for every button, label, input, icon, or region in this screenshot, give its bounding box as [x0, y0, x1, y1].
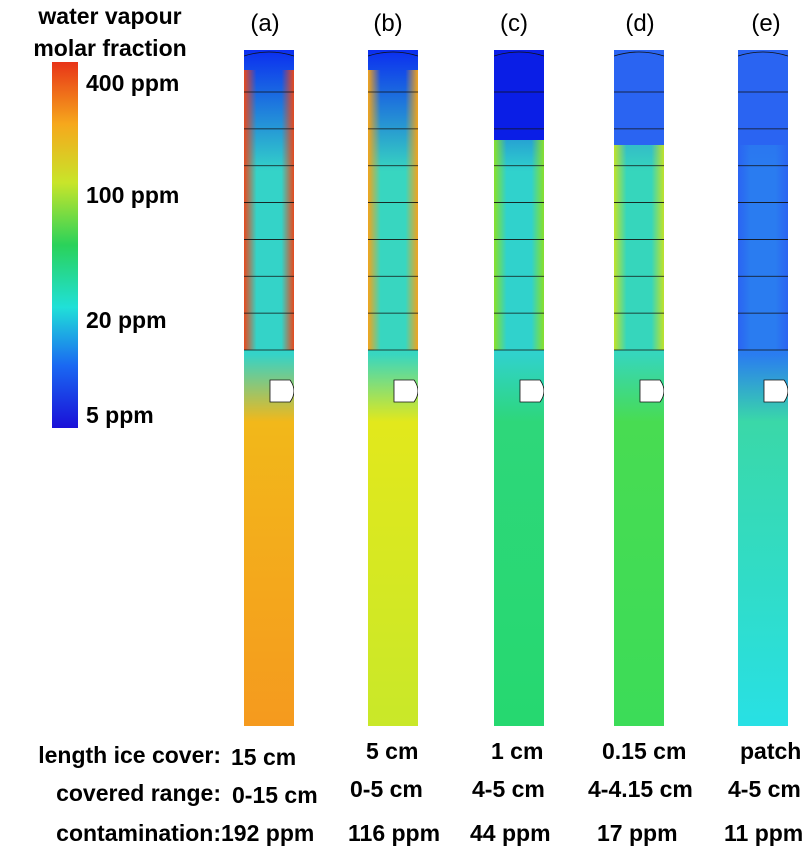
row-label-length: length ice cover:	[38, 742, 221, 768]
tube-inlet-region	[614, 50, 664, 145]
tube-panel-b	[367, 50, 419, 726]
range-value-d: 4-4.15 cm	[588, 776, 693, 802]
tube-panel-e	[737, 50, 789, 726]
tube-top-cap	[737, 51, 789, 57]
contamination-value-b: 116 ppm	[348, 820, 441, 846]
contamination-value-a: 192 ppm	[221, 820, 315, 846]
tube-top-cap	[367, 51, 419, 57]
tube-inlet-region	[738, 50, 788, 145]
tube-field-c	[493, 50, 545, 726]
tube-wall-field	[244, 70, 294, 350]
tube-wall-field	[368, 70, 418, 350]
range-value-a: 0-15 cm	[232, 782, 318, 808]
panel-label-d: (d)	[625, 10, 655, 37]
colorbar-tick-400: 400 ppm	[86, 70, 180, 96]
panel-label-a: (a)	[250, 10, 280, 37]
row-label-range: covered range:	[56, 780, 221, 806]
length-value-a: 15 cm	[231, 744, 297, 770]
contamination-value-d: 17 ppm	[597, 820, 678, 846]
tube-panel-a	[243, 50, 295, 726]
row-label-contamination: contamination:	[56, 820, 221, 846]
probe-notch	[519, 379, 545, 403]
colorbar-tick-5: 5 ppm	[86, 402, 154, 428]
tube-top-cap	[493, 51, 545, 57]
contamination-value-c: 44 ppm	[470, 820, 551, 846]
length-value-d: 0.15 cm	[602, 738, 687, 764]
tube-panel-c	[493, 50, 545, 726]
probe-notch	[269, 379, 295, 403]
length-value-c: 1 cm	[491, 738, 544, 764]
panel-label-c: (c)	[500, 10, 528, 37]
contamination-value-e: 11 ppm	[724, 820, 804, 846]
tube-field-e	[737, 50, 789, 726]
probe-notch	[393, 379, 419, 403]
tube-panel-d	[613, 50, 665, 726]
length-value-b: 5 cm	[366, 738, 419, 764]
tube-field-b	[367, 50, 419, 726]
colorbar-tick-20: 20 ppm	[86, 307, 167, 333]
tube-inlet-region	[494, 50, 544, 140]
tube-wall-field	[614, 145, 664, 350]
probe-notch	[639, 379, 665, 403]
range-value-e: 4-5 cm	[728, 776, 801, 802]
tube-wall-field	[738, 145, 788, 350]
range-value-c: 4-5 cm	[472, 776, 545, 802]
panel-label-e: (e)	[751, 10, 781, 37]
legend-title-line1: water vapour	[38, 3, 182, 29]
legend-title-line2: molar fraction	[33, 35, 187, 61]
panel-label-b: (b)	[373, 10, 403, 37]
colorbar	[52, 62, 78, 428]
colorbar-tick-100: 100 ppm	[86, 182, 180, 208]
tube-top-cap	[243, 51, 295, 57]
legend-title: water vapour molar fraction	[10, 0, 210, 64]
tube-top-cap	[613, 51, 665, 57]
length-value-e: patch	[740, 738, 802, 764]
tube-field-d	[613, 50, 665, 726]
tube-field-a	[243, 50, 295, 726]
tube-wall-field	[494, 140, 544, 350]
probe-notch	[763, 379, 789, 403]
range-value-b: 0-5 cm	[350, 776, 423, 802]
